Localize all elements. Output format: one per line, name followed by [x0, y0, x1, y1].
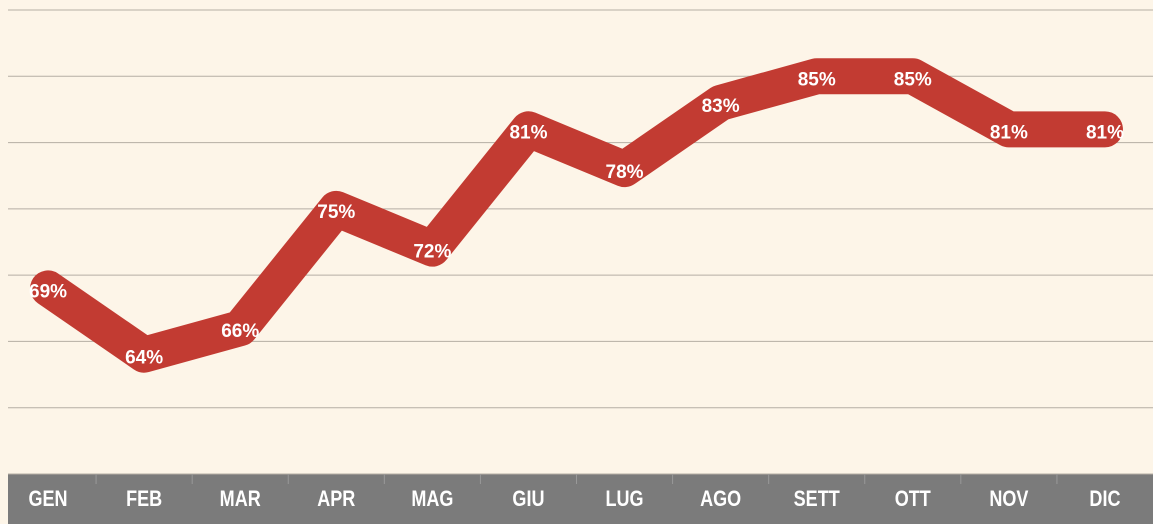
data-label: 85%	[798, 69, 836, 90]
data-label: 75%	[317, 202, 355, 223]
data-label: 85%	[894, 69, 932, 90]
data-label: 72%	[413, 242, 451, 263]
x-tick-label: SETT	[794, 487, 841, 511]
data-label: 66%	[221, 321, 259, 342]
category-band	[8, 474, 1153, 524]
x-tick-label: NOV	[989, 487, 1029, 511]
x-tick-label: MAR	[220, 487, 261, 511]
line	[30, 58, 1123, 373]
data-label: 64%	[125, 348, 163, 369]
x-tick-label: GIU	[512, 487, 544, 511]
x-tick-label: OTT	[895, 487, 932, 511]
x-tick-label: AGO	[700, 487, 741, 511]
data-label: 78%	[606, 162, 644, 183]
x-tick-label: GEN	[29, 487, 68, 511]
data-label: 69%	[29, 281, 67, 302]
x-tick-label: LUG	[606, 487, 644, 511]
x-tick-label: APR	[317, 487, 356, 511]
x-tick-label: DIC	[1089, 487, 1120, 511]
data-label: 81%	[1086, 122, 1124, 143]
x-tick-label: FEB	[126, 487, 162, 511]
data-label: 81%	[990, 122, 1028, 143]
data-label: 83%	[702, 96, 740, 117]
data-label: 81%	[509, 122, 547, 143]
x-tick-label: MAG	[411, 487, 453, 511]
